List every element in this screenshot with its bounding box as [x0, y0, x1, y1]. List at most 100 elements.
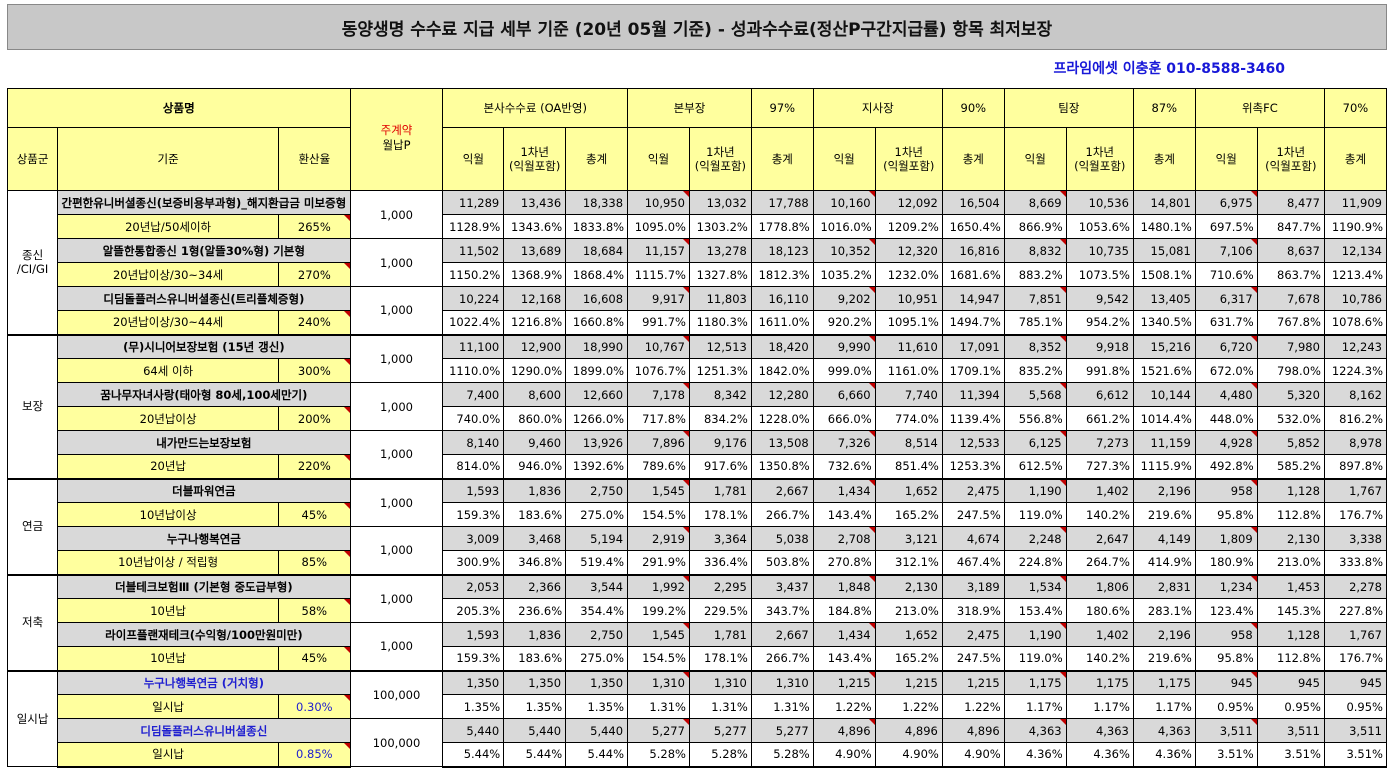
fee-percent: 4.90%	[941, 742, 1005, 768]
fee-percent: 154.5%	[627, 502, 690, 527]
fee-amount: 12,320	[874, 238, 943, 263]
fee-amount: 1,767	[1323, 622, 1388, 647]
table-row-product: 내가만드는보장보험 1,000 8,140 9,460 13,926 7,896 9,176…	[8, 430, 1388, 479]
fee-amount: 16,504	[941, 190, 1005, 215]
fee-percent: 991.7%	[627, 310, 690, 335]
fee-percent: 920.2%	[812, 310, 876, 335]
header-col-first: 익월	[1194, 127, 1258, 191]
fee-percent: 1016.0%	[812, 214, 876, 239]
header-col-total: 총계	[1323, 127, 1388, 191]
fee-amount: 8,140	[442, 430, 505, 455]
product-name: 알뜰한통합종신 1형(알뜰30%형) 기본형	[57, 238, 351, 263]
fee-amount: 12,243	[1323, 333, 1388, 359]
header-col-total: 총계	[1132, 127, 1196, 191]
header-col-year-top: 1차년	[894, 144, 923, 159]
fee-amount: 18,420	[750, 333, 814, 359]
group-name-bottom: /CI/GI	[16, 262, 49, 277]
header-rank-rate: 87%	[1132, 88, 1196, 128]
fee-percent: 946.0%	[503, 454, 567, 479]
conversion-rate: 45%	[278, 502, 351, 527]
fee-amount: 6,660	[812, 382, 876, 407]
fee-percent: 556.8%	[1003, 406, 1067, 431]
fee-percent: 1115.9%	[1132, 454, 1196, 479]
fee-percent: 1115.7%	[627, 262, 690, 287]
fee-amount: 10,536	[1065, 190, 1134, 215]
fee-amount: 1,175	[1003, 669, 1067, 695]
fee-percent: 183.6%	[503, 502, 567, 527]
fee-amount: 9,917	[627, 286, 690, 311]
fee-percent: 1.35%	[565, 694, 629, 719]
table-row-basis: 20년납 220% 814.0% 946.0% 1392.6% 789.6% 917.6% 1…	[8, 454, 1388, 479]
fee-amount: 5,277	[688, 718, 752, 743]
fee-percent: 1868.4%	[565, 262, 629, 287]
fee-amount: 7,678	[1256, 286, 1325, 311]
fee-percent: 227.8%	[1323, 598, 1388, 623]
fee-percent: 270.8%	[812, 550, 876, 575]
table-row-product: 누구나행복연금 1,000 3,009 3,468 5,194 2,919 3,364 5,0…	[8, 526, 1388, 575]
fee-percent: 119.0%	[1003, 646, 1067, 671]
fee-amount: 7,273	[1065, 430, 1134, 455]
fee-percent: 1161.0%	[874, 358, 943, 383]
fee-amount: 4,363	[1065, 718, 1134, 743]
group-name: 종신/CI/GI	[6, 190, 59, 335]
group-name-top: 저축	[21, 615, 44, 630]
fee-percent: 414.9%	[1132, 550, 1196, 575]
fee-percent: 917.6%	[688, 454, 752, 479]
fee-percent: 1128.9%	[442, 214, 505, 239]
fee-amount: 4,363	[1003, 718, 1067, 743]
fee-amount: 11,394	[941, 382, 1005, 407]
fee-amount: 3,511	[1256, 718, 1325, 743]
fee-percent: 4.36%	[1003, 742, 1067, 768]
fee-percent: 213.0%	[1256, 550, 1325, 575]
fee-amount: 1,836	[503, 622, 567, 647]
fee-amount: 6,975	[1194, 190, 1258, 215]
fee-amount: 18,338	[565, 190, 629, 215]
header-col-total: 총계	[565, 127, 629, 191]
fee-percent: 140.2%	[1065, 646, 1134, 671]
fee-amount: 4,896	[874, 718, 943, 743]
fee-amount: 8,162	[1323, 382, 1388, 407]
fee-percent: 1327.8%	[688, 262, 752, 287]
fee-percent: 159.3%	[442, 502, 505, 527]
fee-percent: 1035.2%	[812, 262, 876, 287]
fee-percent: 1494.7%	[941, 310, 1005, 335]
fee-amount: 4,363	[1132, 718, 1196, 743]
fee-amount: 3,189	[941, 573, 1005, 599]
fee-percent: 612.5%	[1003, 454, 1067, 479]
table-row-basis: 10년납이상 45% 159.3% 183.6% 275.0% 154.5% 178.1% 2…	[8, 502, 1388, 527]
fee-amount: 10,224	[442, 286, 505, 311]
header-rank-rate: 70%	[1323, 88, 1388, 128]
fee-amount: 17,788	[750, 190, 814, 215]
fee-amount: 9,460	[503, 430, 567, 455]
group-name: 보장	[6, 333, 59, 479]
premium-value: 100,000	[349, 669, 444, 719]
fee-percent: 165.2%	[874, 502, 943, 527]
fee-percent: 1266.0%	[565, 406, 629, 431]
fee-amount: 7,851	[1003, 286, 1067, 311]
group-name-top: 일시납	[16, 711, 49, 726]
fee-amount: 2,919	[627, 526, 690, 551]
fee-percent: 3.51%	[1256, 742, 1325, 768]
header-rank-name: 본부장	[627, 88, 752, 128]
fee-amount: 10,352	[812, 238, 876, 263]
fee-percent: 814.0%	[442, 454, 505, 479]
table-row-product: 보장 (무)시니어보장보험 (15년 갱신) 1,000 11,100 12,900 18…	[6, 333, 1388, 479]
product-basis: 20년납이상/30~44세	[57, 310, 280, 335]
fee-amount: 9,202	[812, 286, 876, 311]
fee-amount: 11,610	[874, 333, 943, 359]
fee-amount: 7,980	[1256, 333, 1325, 359]
group-name-top: 보장	[21, 399, 44, 414]
fee-amount: 12,134	[1323, 238, 1388, 263]
fee-amount: 7,106	[1194, 238, 1258, 263]
group-name: 저축	[6, 573, 59, 671]
fee-amount: 10,786	[1323, 286, 1388, 311]
fee-amount: 10,767	[627, 333, 690, 359]
table-row-product: 라이프플랜재테크(수익형/100만원미만) 1,000 1,593 1,836 2,75…	[8, 622, 1388, 671]
premium-value: 1,000	[349, 573, 444, 623]
fee-amount: 2,667	[750, 477, 814, 503]
fee-percent: 1.22%	[812, 694, 876, 719]
fee-amount: 14,801	[1132, 190, 1196, 215]
fee-percent: 183.6%	[503, 646, 567, 671]
fee-amount: 1,652	[874, 622, 943, 647]
fee-percent: 4.90%	[874, 742, 943, 768]
